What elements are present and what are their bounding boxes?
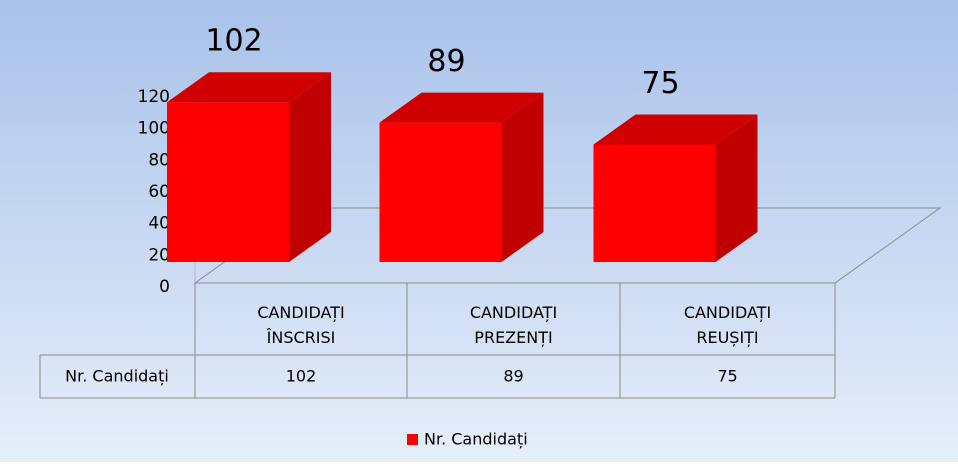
y-tick-label: 60: [148, 182, 170, 202]
y-tick-label: 20: [148, 245, 170, 265]
table-cell: 102: [286, 367, 317, 386]
data-label: 102: [205, 24, 262, 59]
bar: [593, 114, 758, 262]
bar-top: [593, 114, 758, 145]
data-label: 75: [641, 66, 679, 101]
bar-top: [167, 72, 331, 103]
legend-swatch: [407, 434, 418, 445]
y-tick-label: 0: [159, 277, 170, 297]
bar-front: [167, 102, 289, 262]
table-row-header: Nr. Candidați: [65, 367, 169, 386]
bar-side: [289, 72, 331, 262]
y-tick-label: 40: [148, 214, 170, 234]
category-label: CANDIDAȚI REUȘIȚI: [684, 303, 771, 347]
bar: [379, 92, 544, 262]
table-cell: 89: [503, 367, 523, 386]
bar-front: [593, 144, 716, 262]
y-tick-label: 120: [138, 87, 170, 107]
bar-top: [379, 92, 544, 123]
data-label: 89: [427, 44, 465, 79]
bar-side: [715, 114, 758, 262]
category-label: CANDIDAȚI PREZENȚI: [470, 303, 557, 347]
table-cell: 75: [717, 367, 737, 386]
y-tick-label: 100: [138, 119, 170, 139]
bar-side: [501, 92, 544, 262]
legend-label: Nr. Candidați: [424, 430, 528, 449]
bar-front: [379, 122, 502, 262]
category-label: CANDIDAȚI ÎNSCRISI: [257, 303, 344, 347]
bar: [167, 72, 331, 262]
y-tick-label: 80: [148, 150, 170, 170]
